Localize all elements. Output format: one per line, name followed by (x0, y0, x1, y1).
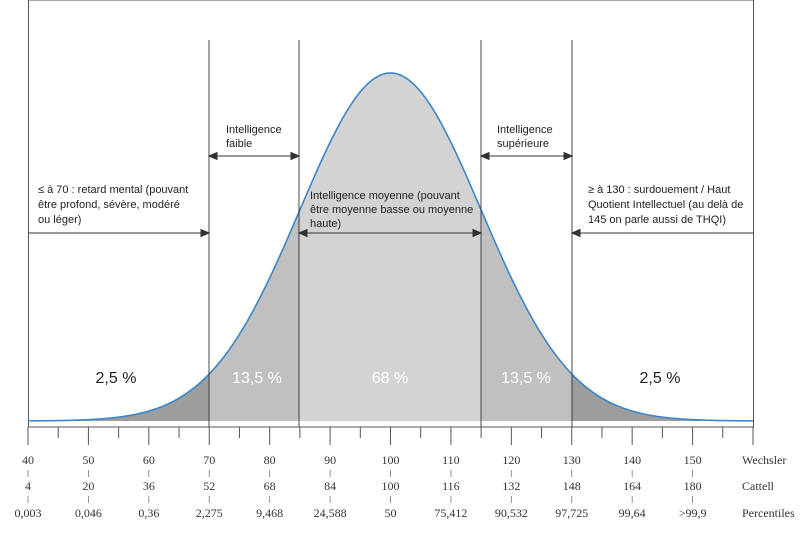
tick-label-wechsler-4: 80 (264, 453, 276, 467)
tick-label-cattell-5: 84 (324, 479, 336, 493)
tick-label-percentiles-8: 90,532 (495, 506, 528, 520)
arrowhead-left-tail (200, 228, 211, 238)
arrowhead-high-band-right (563, 151, 574, 161)
tick-label-cattell-8: 132 (502, 479, 520, 493)
tick-label-wechsler-2: 60 (143, 453, 155, 467)
tick-label-wechsler-3: 70 (203, 453, 215, 467)
normal-curve-line (28, 72, 753, 422)
tick-label-wechsler-11: 150 (684, 453, 702, 467)
tick-label-cattell-2: 36 (143, 479, 155, 493)
tick-label-cattell-10: 164 (623, 479, 641, 493)
region-desc-low: Intelligence faible (226, 124, 285, 150)
arrowhead-right-tail (570, 228, 581, 238)
tick-label-cattell-3: 52 (203, 479, 215, 493)
pct-label-low: 13,5 % (232, 370, 282, 387)
tick-label-wechsler-0: 40 (22, 453, 34, 467)
arrowhead-low-band-right (290, 151, 301, 161)
arrowhead-high-band-left (479, 151, 490, 161)
pct-label-left-tail: 2,5 % (96, 370, 137, 387)
tick-label-percentiles-5: 24,588 (314, 506, 347, 520)
arrowhead-low-band-left (207, 151, 218, 161)
tick-label-percentiles-3: 2,275 (196, 506, 223, 520)
tick-label-cattell-6: 100 (382, 479, 400, 493)
tick-label-percentiles-0: 0,003 (15, 506, 42, 520)
range-arrows (28, 151, 753, 238)
region-desc-left-tail: ≤ à 70 : retard mental (pouvant être pro… (38, 184, 191, 226)
tick-label-wechsler-5: 90 (324, 453, 336, 467)
region-desc-right-tail: ≥ à 130 : surdouement / Haut Quotient In… (588, 184, 746, 226)
tick-label-cattell-9: 148 (563, 479, 581, 493)
tick-label-wechsler-10: 140 (623, 453, 641, 467)
row-label-cattell: Cattell (742, 479, 775, 493)
scale-rows: 40 50 60 70 80 90 100 110 120 130 140 150 4 20 36 52 68 8… (15, 453, 707, 520)
area-center-band (299, 73, 482, 421)
row-label-wechsler: Wechsler (742, 453, 786, 467)
row-label-percentiles: Percentiles (742, 506, 795, 520)
tick-label-wechsler-7: 110 (442, 453, 460, 467)
tick-label-percentiles-7: 75,412 (434, 506, 467, 520)
tick-label-percentiles-6: 50 (385, 506, 397, 520)
tick-label-cattell-0: 4 (25, 479, 31, 493)
pct-label-center: 68 % (372, 370, 408, 387)
pct-label-right-tail: 2,5 % (640, 370, 681, 387)
tick-label-cattell-1: 20 (82, 479, 94, 493)
tick-label-percentiles-11: >99,9 (679, 506, 707, 520)
tick-label-wechsler-6: 100 (382, 453, 400, 467)
tick-label-percentiles-2: 0,36 (138, 506, 159, 520)
tick-label-percentiles-4: 9,468 (256, 506, 283, 520)
tick-label-percentiles-10: 99,64 (619, 506, 646, 520)
tick-label-wechsler-8: 120 (502, 453, 520, 467)
arrowhead-center-right (472, 228, 483, 238)
tick-label-cattell-4: 68 (264, 479, 276, 493)
region-desc-high: Intelligence supérieure (497, 124, 556, 150)
tick-label-cattell-11: 180 (684, 479, 702, 493)
axis-ticks (27, 427, 754, 445)
tick-label-percentiles-9: 97,725 (555, 506, 588, 520)
pct-label-high: 13,5 % (501, 370, 551, 387)
tick-label-wechsler-1: 50 (82, 453, 94, 467)
tick-label-percentiles-1: 0,046 (75, 506, 102, 520)
arrowhead-center-left (297, 228, 308, 238)
tick-label-wechsler-9: 130 (563, 453, 581, 467)
region-desc-center: Intelligence moyenne (pouvant être moyen… (310, 190, 476, 230)
area-right-tail (571, 373, 753, 421)
tick-label-cattell-7: 116 (442, 479, 460, 493)
area-left-tail (28, 373, 210, 421)
